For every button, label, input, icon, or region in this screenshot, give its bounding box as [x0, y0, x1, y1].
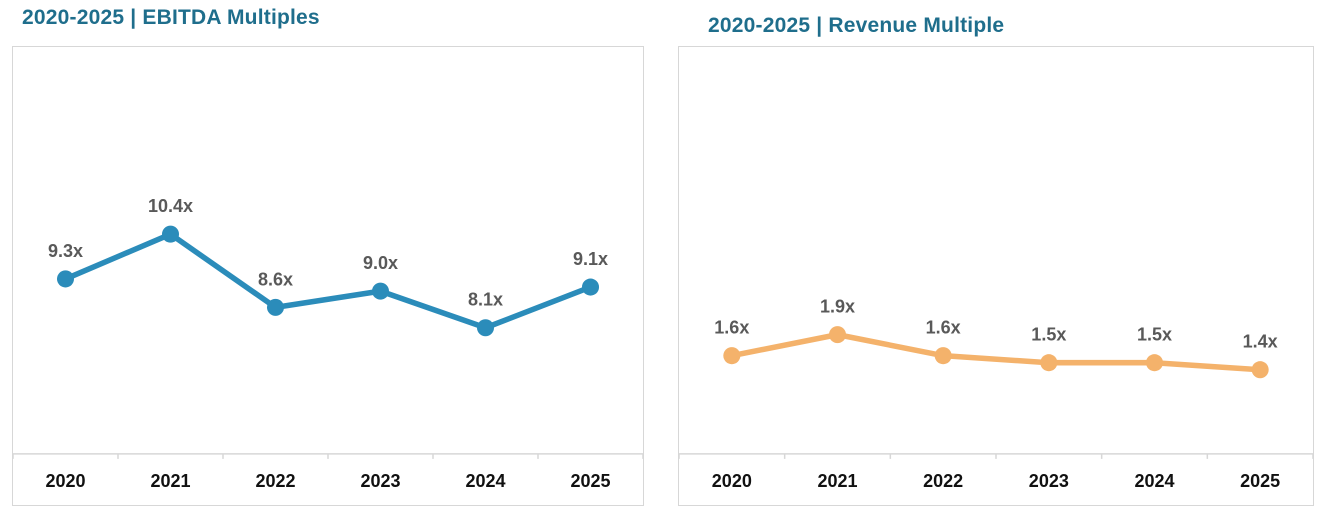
data-point-2022 — [266, 298, 285, 316]
ebitda-chart-panel: 9.3x 2020 10.4x 2021 8.6x 2022 9.0x 2023 8.1x 202… — [12, 46, 644, 506]
point-label: 9.1x — [573, 249, 608, 269]
point-label: 1.9x — [820, 297, 855, 317]
x-axis-label: 2023 — [360, 471, 400, 491]
data-point-2022 — [934, 347, 952, 365]
data-point-2020 — [723, 347, 741, 365]
point-label: 8.6x — [258, 269, 293, 289]
data-point-2021 — [828, 326, 847, 344]
x-axis-label: 2022 — [923, 471, 963, 491]
x-axis-label: 2025 — [1240, 471, 1280, 491]
revenue-chart-panel: 1.6x 2020 1.9x 2021 1.6x 2022 1.5x 2023 1.5x 2024… — [678, 46, 1314, 506]
point-label: 1.4x — [1243, 332, 1278, 352]
point-label: 10.4x — [148, 196, 193, 216]
point-label: 9.0x — [363, 253, 398, 273]
point-label: 9.3x — [48, 241, 83, 261]
x-axis-label: 2021 — [817, 471, 857, 491]
data-point-2025 — [1251, 361, 1269, 379]
x-axis-label: 2022 — [255, 471, 295, 491]
data-point-2021 — [161, 225, 180, 243]
data-point-2025 — [581, 278, 600, 296]
series-line — [62, 231, 594, 331]
x-axis-label: 2024 — [465, 471, 505, 491]
point-label: 8.1x — [468, 290, 503, 310]
x-axis-label: 2020 — [45, 471, 85, 491]
x-axis-label: 2020 — [712, 471, 752, 491]
ebitda-line-chart: 9.3x 2020 10.4x 2021 8.6x 2022 9.0x 2023 8.1x 202… — [13, 196, 643, 491]
series-line — [729, 331, 1263, 373]
point-label: 1.6x — [714, 318, 749, 338]
point-label: 1.5x — [1031, 325, 1066, 345]
revenue-chart-title: 2020-2025 | Revenue Multiple — [708, 14, 1005, 37]
x-axis-label: 2021 — [150, 471, 190, 491]
point-label: 1.6x — [926, 318, 961, 338]
data-point-2024 — [1145, 354, 1164, 372]
x-axis-label: 2025 — [570, 471, 610, 491]
data-point-2024 — [476, 319, 495, 337]
x-axis-label: 2024 — [1134, 471, 1174, 491]
data-point-2023 — [371, 282, 390, 300]
revenue-line-chart: 1.6x 2020 1.9x 2021 1.6x 2022 1.5x 2023 1.5x 2024… — [679, 297, 1313, 491]
ebitda-chart-title: 2020-2025 | EBITDA Multiples — [22, 6, 320, 29]
point-label: 1.5x — [1137, 325, 1172, 345]
data-point-2020 — [56, 270, 75, 288]
data-point-2023 — [1040, 354, 1058, 372]
x-axis-label: 2023 — [1029, 471, 1069, 491]
